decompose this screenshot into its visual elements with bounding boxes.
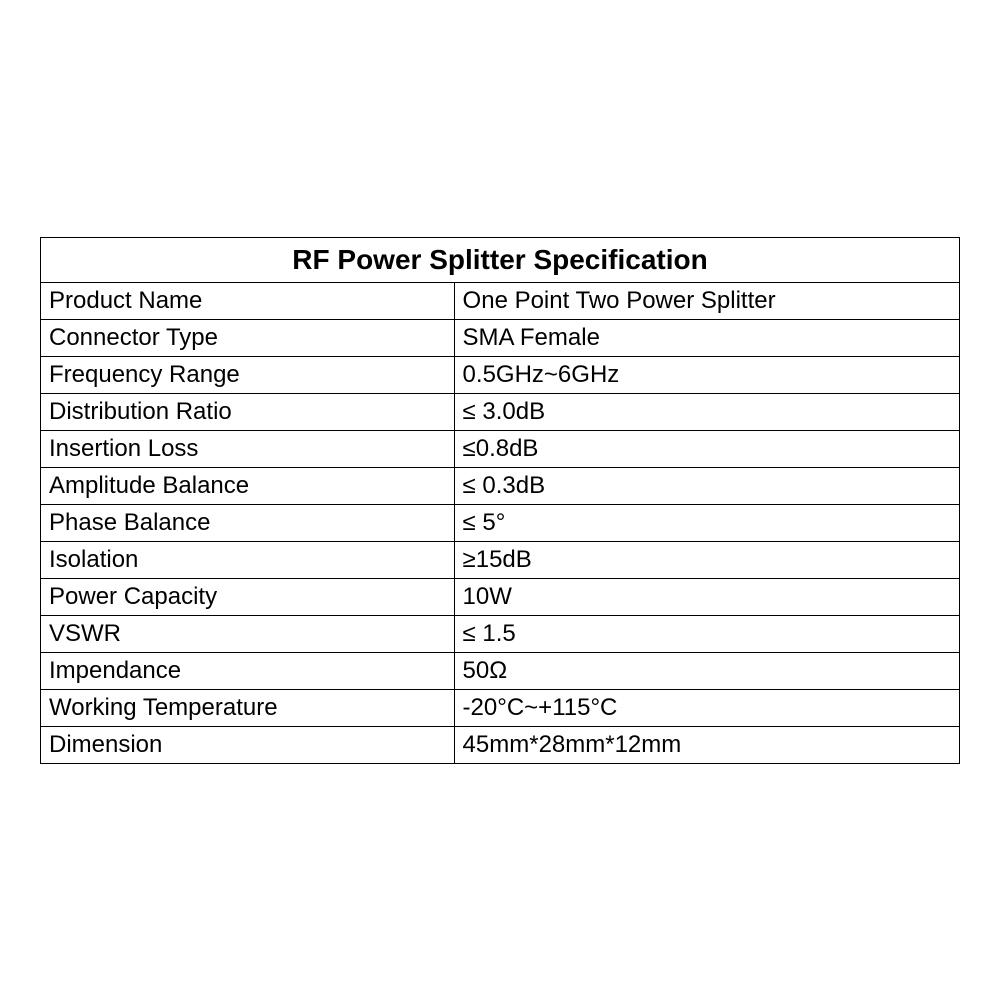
table-row: Connector Type SMA Female: [41, 319, 960, 356]
spec-label: Working Temperature: [41, 689, 455, 726]
spec-value: ≤ 5°: [454, 504, 959, 541]
spec-value: ≤ 0.3dB: [454, 467, 959, 504]
table-row: Working Temperature -20°C~+115°C: [41, 689, 960, 726]
spec-label: Phase Balance: [41, 504, 455, 541]
spec-value: 10W: [454, 578, 959, 615]
table-row: Impendance 50Ω: [41, 652, 960, 689]
spec-label: VSWR: [41, 615, 455, 652]
spec-label: Insertion Loss: [41, 430, 455, 467]
table-header-row: RF Power Splitter Specification: [41, 237, 960, 282]
table-row: Isolation ≥15dB: [41, 541, 960, 578]
spec-value: ≤ 1.5: [454, 615, 959, 652]
spec-value: One Point Two Power Splitter: [454, 282, 959, 319]
table-row: Amplitude Balance ≤ 0.3dB: [41, 467, 960, 504]
table-row: Distribution Ratio ≤ 3.0dB: [41, 393, 960, 430]
spec-value: ≤0.8dB: [454, 430, 959, 467]
spec-value: -20°C~+115°C: [454, 689, 959, 726]
table-title: RF Power Splitter Specification: [41, 237, 960, 282]
spec-label: Amplitude Balance: [41, 467, 455, 504]
spec-label: Distribution Ratio: [41, 393, 455, 430]
spec-label: Impendance: [41, 652, 455, 689]
table-row: Dimension 45mm*28mm*12mm: [41, 726, 960, 763]
spec-value: ≤ 3.0dB: [454, 393, 959, 430]
spec-label: Product Name: [41, 282, 455, 319]
spec-table-container: RF Power Splitter Specification Product …: [40, 237, 960, 764]
table-row: Phase Balance ≤ 5°: [41, 504, 960, 541]
spec-value: 0.5GHz~6GHz: [454, 356, 959, 393]
spec-label: Isolation: [41, 541, 455, 578]
spec-value: 45mm*28mm*12mm: [454, 726, 959, 763]
spec-label: Connector Type: [41, 319, 455, 356]
spec-value: 50Ω: [454, 652, 959, 689]
spec-label: Dimension: [41, 726, 455, 763]
table-row: Power Capacity 10W: [41, 578, 960, 615]
spec-label: Power Capacity: [41, 578, 455, 615]
spec-value: SMA Female: [454, 319, 959, 356]
spec-value: ≥15dB: [454, 541, 959, 578]
table-row: Product Name One Point Two Power Splitte…: [41, 282, 960, 319]
table-body: Product Name One Point Two Power Splitte…: [41, 282, 960, 763]
table-row: VSWR ≤ 1.5: [41, 615, 960, 652]
spec-table: RF Power Splitter Specification Product …: [40, 237, 960, 764]
table-row: Frequency Range 0.5GHz~6GHz: [41, 356, 960, 393]
spec-label: Frequency Range: [41, 356, 455, 393]
table-row: Insertion Loss ≤0.8dB: [41, 430, 960, 467]
